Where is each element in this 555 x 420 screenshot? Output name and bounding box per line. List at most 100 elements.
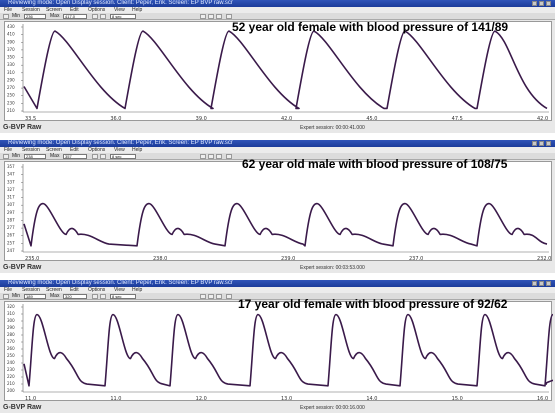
x-tick-label: 238.0	[153, 256, 167, 262]
menu-session[interactable]: Session	[22, 147, 40, 153]
min-input[interactable]: 236	[24, 14, 46, 19]
x-tick-label: 14.0	[366, 396, 377, 402]
close-button[interactable]	[546, 1, 551, 6]
menu-file[interactable]: File	[4, 147, 13, 153]
y-tick-label: 297	[7, 210, 15, 215]
menu-help[interactable]: Help	[132, 7, 143, 13]
y-tick-label: 317	[7, 195, 15, 200]
bvp-trace-chart: 320 310 300 290 280 270 260 250 240 230 220 210 200 1…	[7, 304, 553, 402]
x-tick-label: 13.0	[281, 396, 292, 402]
status-line: G-BVP Raw Expert session: 00:03:53.000	[0, 262, 555, 273]
toolbar-button[interactable]	[200, 154, 206, 159]
menu-options[interactable]: Options	[88, 287, 106, 293]
menu-view[interactable]: View	[114, 147, 125, 153]
menu-help[interactable]: Help	[132, 287, 143, 293]
toolbar-button[interactable]	[208, 154, 214, 159]
menu-screen[interactable]: Screen	[46, 7, 62, 13]
y-tick-label: 270	[7, 85, 15, 90]
menu-bar: File Session Screen Edit Options View He…	[0, 287, 555, 293]
maximize-button[interactable]	[539, 141, 544, 146]
minimize-button[interactable]	[532, 281, 537, 286]
scale-button[interactable]	[100, 14, 106, 19]
y-tick-label: 307	[7, 202, 15, 207]
menu-session[interactable]: Session	[22, 7, 40, 13]
x-tick-label: 11.0	[25, 396, 36, 402]
window-title: Reviewing mode: Open Display session. Cl…	[8, 280, 233, 286]
menu-view[interactable]: View	[114, 7, 125, 13]
scale-button[interactable]	[92, 14, 98, 19]
menu-edit[interactable]: Edit	[70, 287, 79, 293]
window-titlebar[interactable]: Reviewing mode: Open Display session. Cl…	[0, 0, 555, 7]
toolbar: Min 238 Max 357 8 sec	[0, 153, 555, 160]
menu-view[interactable]: View	[114, 287, 125, 293]
signal-source-label: G-BVP Raw	[3, 124, 42, 131]
toolbar-button[interactable]	[226, 14, 232, 19]
close-button[interactable]	[546, 141, 551, 146]
toolbar-button[interactable]	[208, 14, 214, 19]
window-titlebar[interactable]: Reviewing mode: Open Display session. Cl…	[0, 140, 555, 147]
scale-button[interactable]	[92, 154, 98, 159]
min-input[interactable]: 189	[24, 294, 46, 299]
max-input[interactable]: 320	[63, 294, 87, 299]
menu-screen[interactable]: Screen	[46, 147, 62, 153]
toolbar: Min 189 Max 320 8 sec	[0, 293, 555, 300]
scale-button[interactable]	[100, 294, 106, 299]
x-tick-label: 42.0	[281, 116, 292, 122]
close-button[interactable]	[546, 281, 551, 286]
toolbar-button[interactable]	[200, 294, 206, 299]
maximize-button[interactable]	[539, 1, 544, 6]
x-tick-label: 36.0	[110, 116, 121, 122]
y-tick-label: 347	[7, 172, 15, 177]
max-input[interactable]: 357	[63, 154, 87, 159]
menu-options[interactable]: Options	[88, 147, 106, 153]
min-label: Min	[12, 13, 21, 19]
panel-caption: 52 year old female with blood pressure o…	[232, 20, 509, 34]
span-select[interactable]: 8 sec	[110, 154, 136, 159]
max-input[interactable]: 417.0	[63, 14, 87, 19]
window-title: Reviewing mode: Open Display session. Cl…	[8, 0, 233, 6]
menu-edit[interactable]: Edit	[70, 147, 79, 153]
toolbar-button[interactable]	[216, 154, 222, 159]
y-tick-label: 270	[7, 339, 15, 344]
scale-button[interactable]	[92, 294, 98, 299]
y-tick-label: 220	[7, 374, 15, 379]
toolbar-button[interactable]	[3, 294, 9, 299]
toolbar-button[interactable]	[208, 294, 214, 299]
toolbar-button[interactable]	[3, 14, 9, 19]
menu-file[interactable]: File	[4, 287, 13, 293]
toolbar-button[interactable]	[200, 14, 206, 19]
maximize-button[interactable]	[539, 281, 544, 286]
bvp-window-2: Reviewing mode: Open Display session. Cl…	[0, 140, 555, 273]
min-input[interactable]: 238	[24, 154, 46, 159]
menu-options[interactable]: Options	[88, 7, 106, 13]
span-select[interactable]: 8 sec	[110, 294, 136, 299]
toolbar: Min 236 Max 417.0 8 sec	[0, 13, 555, 20]
menu-help[interactable]: Help	[132, 147, 143, 153]
toolbar-button[interactable]	[216, 14, 222, 19]
y-tick-label: 310	[7, 70, 15, 75]
max-label: Max	[50, 13, 60, 19]
y-tick-label: 287	[7, 217, 15, 222]
y-tick-label: 350	[7, 55, 15, 60]
span-select[interactable]: 8 sec	[110, 14, 136, 19]
toolbar-button[interactable]	[226, 154, 232, 159]
y-tick-label: 430	[7, 24, 15, 29]
y-tick-label: 320	[7, 304, 15, 309]
menu-session[interactable]: Session	[22, 287, 40, 293]
bvp-plot: 320 310 300 290 280 270 260 250 240 230 220 210 200 1…	[4, 301, 553, 402]
toolbar-button[interactable]	[216, 294, 222, 299]
y-tick-label: 357	[7, 164, 15, 169]
toolbar-button[interactable]	[226, 294, 232, 299]
x-tick-label: 235.0	[25, 256, 39, 262]
menu-screen[interactable]: Screen	[46, 287, 62, 293]
window-title: Reviewing mode: Open Display session. Cl…	[8, 140, 233, 146]
menu-file[interactable]: File	[4, 7, 13, 13]
toolbar-button[interactable]	[3, 154, 9, 159]
minimize-button[interactable]	[532, 141, 537, 146]
scale-button[interactable]	[100, 154, 106, 159]
menu-edit[interactable]: Edit	[70, 7, 79, 13]
window-titlebar[interactable]: Reviewing mode: Open Display session. Cl…	[0, 280, 555, 287]
minimize-button[interactable]	[532, 1, 537, 6]
max-label: Max	[50, 293, 60, 299]
y-tick-label: 250	[7, 353, 15, 358]
